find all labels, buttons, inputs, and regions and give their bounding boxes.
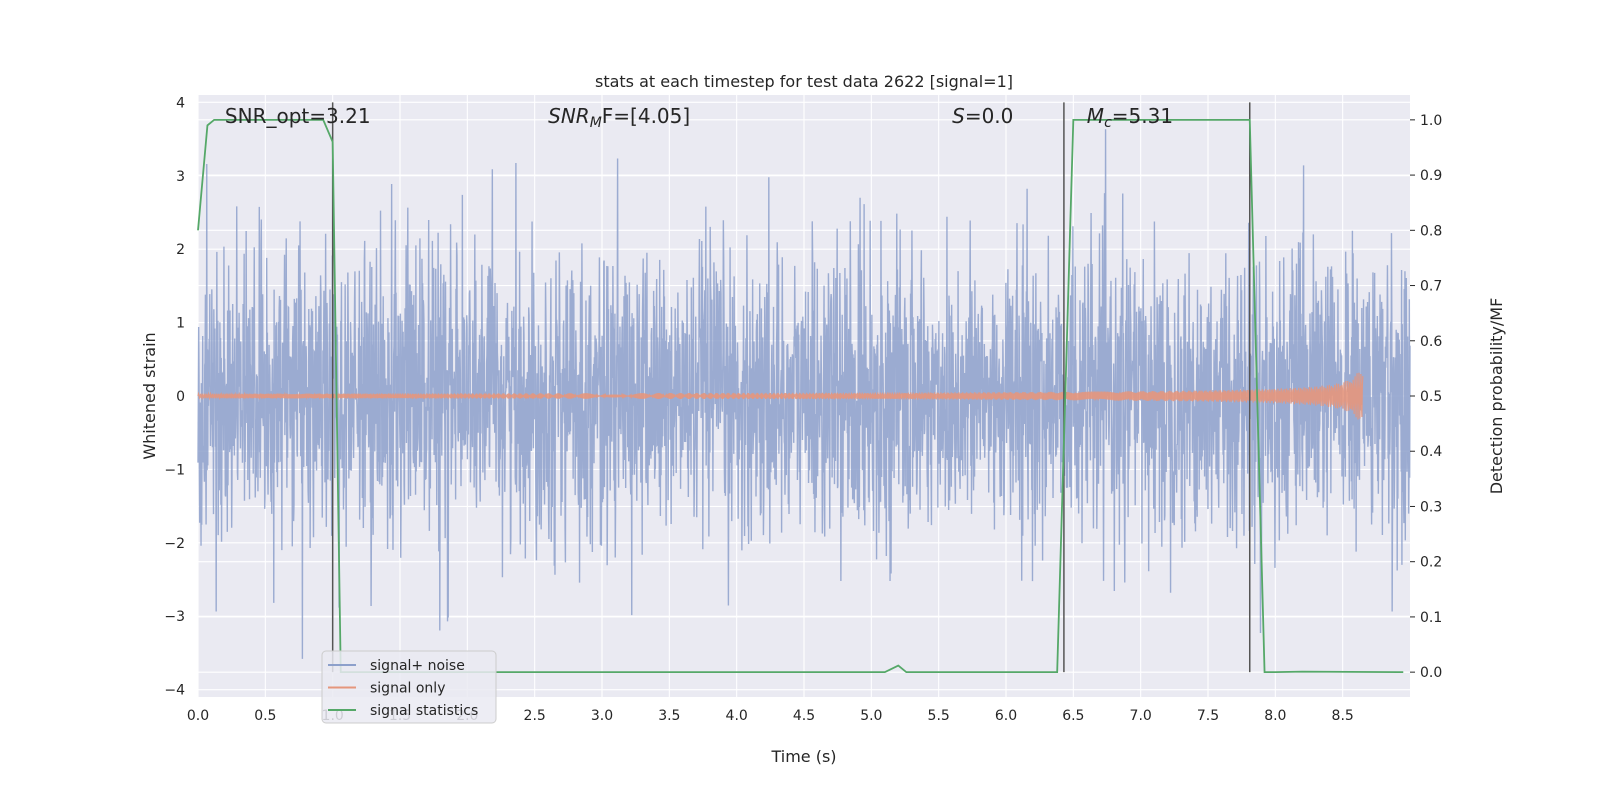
y-tick-label: −1 [164, 462, 185, 478]
legend-entry: signal only [370, 681, 445, 697]
y2-tick-label: 0.9 [1420, 168, 1442, 184]
y-tick-label: 4 [176, 95, 185, 111]
y2-tick-label: 0.8 [1420, 223, 1442, 239]
x-tick-label: 5.5 [928, 708, 950, 724]
annotation-text: S=0.0 [952, 104, 1013, 128]
x-axis-label: Time (s) [770, 747, 836, 766]
x-tick-label: 0.0 [187, 708, 209, 724]
y2-tick-label: 0.0 [1420, 665, 1442, 681]
y2-tick-label: 0.2 [1420, 555, 1442, 571]
legend-entry: signal+ noise [370, 658, 465, 674]
x-tick-label: 3.5 [658, 708, 680, 724]
series-signal-statistics [197, 118, 1404, 674]
y-tick-label: −4 [164, 683, 185, 699]
legend: signal+ noise signal only signal statistic… [321, 650, 497, 724]
x-tick-label: 4.0 [726, 708, 748, 724]
x-tick-label: 3.0 [591, 708, 613, 724]
y2-tick-label: 1.0 [1420, 113, 1442, 129]
x-tick-label: 5.0 [860, 708, 882, 724]
y-tick-label: 1 [176, 316, 185, 332]
x-tick-label: 2.5 [524, 708, 546, 724]
y-axis-label: Whitened strain [140, 332, 159, 459]
annotation-text: SNR_opt=3.21 [225, 104, 371, 128]
x-tick-label: 7.0 [1130, 708, 1152, 724]
signal-statistics-line [197, 118, 1404, 674]
x-tick-label: 6.0 [995, 708, 1017, 724]
y2-tick-label: 0.3 [1420, 499, 1442, 515]
signal-noise-line [197, 129, 1411, 659]
x-tick-label: 8.0 [1264, 708, 1286, 724]
y2-tick-label: 0.4 [1420, 444, 1442, 460]
y2-tick-label: 0.6 [1420, 334, 1442, 350]
y2-axis-label: Detection probability/MF [1487, 298, 1506, 495]
y-tick-label: 3 [176, 169, 185, 185]
annotations: SNR_opt=3.21 SNRMF=[4.05] S=0.0 Mc=5.31 [225, 104, 1173, 131]
y2-tick-label: 0.5 [1420, 389, 1442, 405]
series-signal-only [197, 372, 1364, 420]
chart-title: stats at each timestep for test data 262… [595, 72, 1013, 91]
x-tick-label: 4.5 [793, 708, 815, 724]
annotation-text: Mc=5.31 [1087, 104, 1173, 131]
y-tick-label: −3 [164, 609, 185, 625]
legend-box [321, 650, 497, 724]
series-signal-noise [197, 129, 1411, 659]
y2-tick-label: 0.7 [1420, 279, 1442, 295]
x-tick-label: 0.5 [254, 708, 276, 724]
annotation-text: SNRMF=[4.05] [548, 104, 690, 131]
y-tick-label: −2 [164, 536, 185, 552]
y2-axis-ticks: 1.0 0.9 0.8 0.7 0.6 0.5 0.4 0.3 0.2 0.1 0.0 [1410, 113, 1442, 681]
y-tick-label: 0 [176, 389, 185, 405]
legend-entry: signal statistics [370, 703, 478, 719]
y2-tick-label: 0.1 [1420, 610, 1442, 626]
signal-only-line [197, 372, 1364, 420]
x-tick-label: 7.5 [1197, 708, 1219, 724]
y-axis-ticks: 4 3 2 1 0 −1 −2 −3 −4 [164, 95, 185, 698]
y-tick-label: 2 [176, 242, 185, 258]
x-tick-label: 8.5 [1332, 708, 1354, 724]
x-tick-label: 6.5 [1062, 708, 1084, 724]
